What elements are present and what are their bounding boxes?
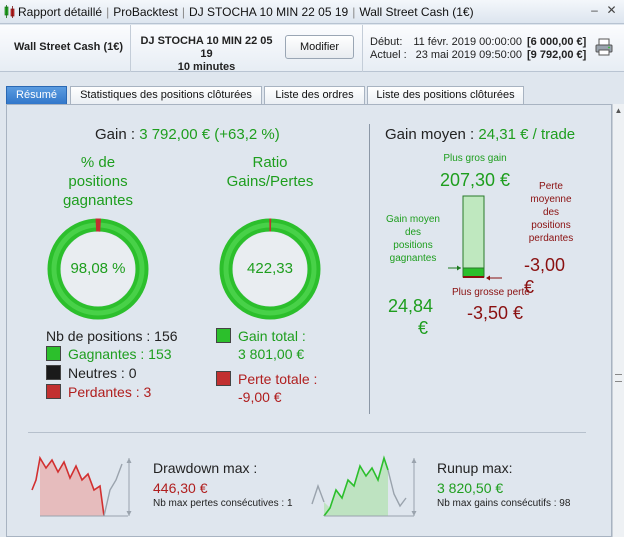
drawdown-sparkline	[31, 455, 132, 517]
crumb-strategy[interactable]: DJ STOCHA 10 MIN 22 05 19	[189, 5, 349, 19]
avg-loss-value: -3,00 €	[524, 255, 566, 297]
start-label: Début:	[370, 36, 403, 48]
vertical-scrollbar[interactable]: ▲	[612, 104, 624, 537]
gain-value: 3 792,00 € (+63,2 %)	[139, 126, 280, 143]
report-header: Wall Street Cash (1€) DJ STOCHA 10 MIN 2…	[0, 25, 624, 74]
losing-share-arc	[47, 218, 149, 320]
drawdown-value: 446,30 €	[153, 480, 208, 496]
avg-loss-label: Perte moyenne des positions perdantes	[528, 181, 574, 244]
minimize-button[interactable]: –	[591, 3, 598, 17]
backtest-dates: Début: 11 févr. 2019 00:00:00 [6 000,00 €]…	[370, 36, 586, 62]
gain-range-bar	[448, 195, 502, 281]
end-amount: [9 792,00 €]	[527, 49, 587, 61]
green-square-icon	[46, 346, 61, 361]
tab-closed-positions[interactable]: Liste des positions clôturées	[367, 86, 524, 105]
winning-pct: 98,08 %	[70, 260, 126, 277]
winning-positions-title: % de positions gagnantes	[62, 154, 134, 209]
strategy-timeframe: 10 minutes	[177, 61, 236, 73]
nb-positions: Nb de positions : 156	[46, 328, 178, 344]
title-bar: Rapport détaillé | ProBacktest | DJ STOCHA 1…	[0, 0, 624, 24]
close-button[interactable]: ✕	[606, 3, 617, 17]
account-name: Wall Street Cash (1€)	[14, 41, 124, 53]
strategy-name: DJ STOCHA 10 MIN 22 05 19	[140, 35, 273, 60]
end-date: 23 mai 2019 09:50:00	[415, 49, 522, 61]
average-gain-value: 24,31 € / trade	[478, 126, 576, 143]
scroll-grip-icon[interactable]	[615, 374, 622, 382]
winners-count: Gagnantes : 153	[46, 346, 172, 362]
ratio-value: 422,33	[247, 260, 293, 277]
biggest-gain-label: Plus gros gain	[443, 153, 507, 164]
breadcrumb: Rapport détaillé | ProBacktest | DJ STOCHA 1…	[18, 5, 474, 19]
runup-sub: Nb max gains consécutifs : 98	[437, 498, 571, 509]
total-loss-value: -9,00 €	[238, 389, 282, 405]
loss-share-arc	[219, 218, 321, 320]
modify-button[interactable]: Modifier	[285, 35, 354, 59]
drawdown-sub: Nb max pertes consécutives : 1	[153, 498, 293, 509]
biggest-gain-value: 207,30 €	[439, 170, 511, 190]
green-square-icon	[216, 328, 231, 343]
average-gain-label: Gain moyen :	[385, 126, 475, 143]
total-loss-label: Perte totale :	[216, 371, 317, 387]
summary-panel	[6, 104, 612, 537]
scroll-up-icon[interactable]: ▲	[614, 106, 623, 115]
start-date: 11 févr. 2019 00:00:00	[413, 36, 522, 48]
runup-title: Runup max:	[437, 460, 513, 476]
header-divider	[130, 25, 131, 72]
red-square-icon	[216, 371, 231, 386]
total-gain-value: 3 801,00 €	[238, 346, 305, 362]
winning-donut	[47, 218, 149, 320]
end-label: Actuel :	[370, 49, 407, 61]
tab-summary[interactable]: Résumé	[6, 86, 67, 105]
crumb-report[interactable]: Rapport détaillé	[18, 5, 103, 19]
drawdown-title: Drawdown max :	[153, 460, 258, 476]
crumb-instrument[interactable]: Wall Street Cash (1€)	[359, 5, 474, 19]
black-square-icon	[46, 365, 61, 380]
strategy-info: DJ STOCHA 10 MIN 22 05 19 10 minutes	[134, 35, 279, 74]
losers-count: Perdantes : 3	[46, 384, 151, 400]
header-divider	[362, 25, 363, 72]
avg-win-value: 24,84 €	[388, 296, 434, 338]
biggest-loss-label: Plus grosse perte	[452, 287, 530, 298]
column-divider	[369, 124, 370, 414]
avg-win-label: Gain moyen des positions gagnantes	[386, 214, 440, 264]
candlestick-icon	[4, 5, 15, 18]
gain-label: Gain :	[95, 126, 136, 143]
crumb-probacktest[interactable]: ProBacktest	[113, 5, 178, 19]
average-gain: Gain moyen : 24,31 € / trade	[385, 126, 575, 143]
ratio-title: Ratio Gains/Pertes	[226, 154, 314, 190]
tab-closed-stats[interactable]: Statistiques des positions clôturées	[70, 86, 262, 105]
biggest-loss-value: -3,50 €	[466, 303, 524, 323]
printer-icon[interactable]	[594, 37, 614, 57]
runup-value: 3 820,50 €	[437, 480, 504, 496]
neutral-count: Neutres : 0	[46, 365, 136, 381]
runup-sparkline	[311, 455, 417, 517]
total-gain-label: Gain total :	[216, 328, 306, 344]
total-gain: Gain : 3 792,00 € (+63,2 %)	[95, 126, 280, 143]
tab-orders[interactable]: Liste des ordres	[264, 86, 365, 105]
start-amount: [6 000,00 €]	[527, 36, 587, 48]
ratio-donut	[219, 218, 321, 320]
red-square-icon	[46, 384, 61, 399]
section-divider	[28, 432, 586, 433]
